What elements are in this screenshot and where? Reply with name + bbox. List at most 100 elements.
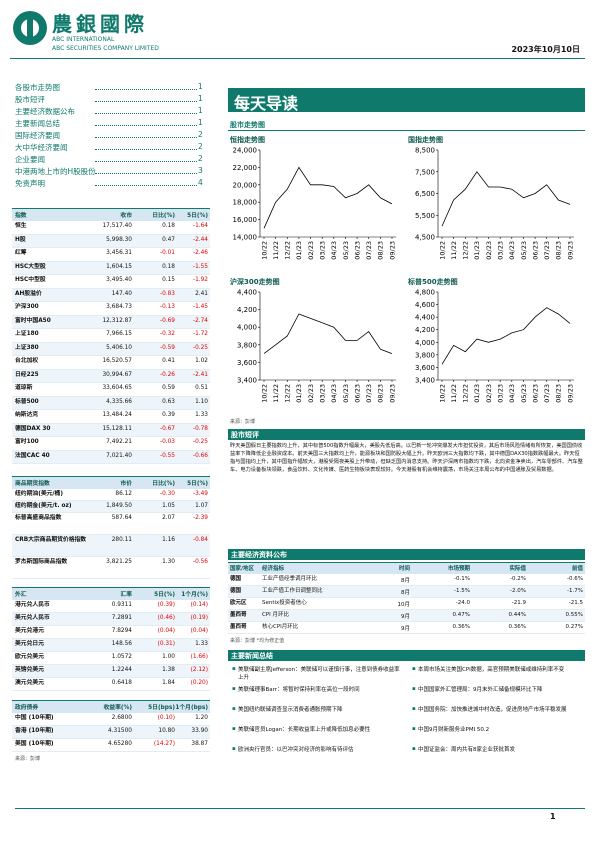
news-bullet: ▪ [412,726,416,732]
x-tick-label: 08/23 [377,241,385,260]
table-cell: -0.13 [160,304,175,310]
y-tick-label: 3,400 [237,377,257,385]
x-tick-label: 09/23 [566,384,574,403]
toc-title: 股市短评 [15,95,45,104]
table-cell: 3,684.73 [106,304,132,310]
table-row-bg [12,275,210,289]
table-cell: 0.51 [195,385,208,391]
news-item: 中国国家外汇管理局：9月末外汇储备规模环比下降 [418,687,543,693]
table-cell: 台北加权 [15,358,39,364]
x-tick-label: 04/23 [508,241,516,260]
index-line [441,307,571,365]
table-cell: 欧元兑美元 [15,654,44,660]
toc-page: 1 [198,82,203,91]
table-header-bg [12,700,210,713]
table-cell: 9月 [401,614,410,620]
table-cell: 1.20 [195,715,208,721]
toc-dots [95,149,197,150]
table-cell: 日经225 [15,371,39,378]
toc-page: 2 [198,154,203,163]
toc-dots [95,173,197,174]
table-cell: 美元兑日元 [15,641,44,647]
table-header: 1个月(%) [181,592,208,598]
table-cell: 1.38 [162,667,175,673]
table-cell: 道琼斯 [15,385,33,391]
x-tick-label: 01/23 [295,384,303,403]
x-tick-label: 02/23 [307,241,315,260]
table-cell: 13,484.24 [102,412,132,418]
table-cell: -2.46 [193,250,208,256]
table-header-bg [228,562,585,574]
table-header: 收市 [120,213,132,219]
table-cell: -2.0% [510,588,526,594]
table-header: 市价 [120,481,132,487]
x-tick-label: 05/23 [520,241,528,260]
table-cell: -2.44 [193,236,208,243]
table-row-bg [12,600,210,613]
source: 来源：彭博 *均为修正值 [230,638,285,644]
chart-title: 沪深300走势图 [230,277,280,286]
x-tick-label: 02/23 [307,384,315,403]
table-cell: 纽约期金(美元/t. oz) [15,503,72,509]
table-cell: 0.63 [162,398,175,405]
table-row-bg [12,501,210,513]
company-en: ABC INTERNATIONAL [52,36,115,43]
news-bullet: ▪ [232,746,236,752]
table-cell: 17,517.40 [102,223,132,229]
table-cell: -0.83 [160,290,175,297]
table-row-bg [12,639,210,652]
table-cell: 工业产值工作日调整同比 [262,588,323,594]
table-cell: -0.66 [193,452,208,459]
table-cell: -0.67 [160,425,175,432]
table-cell: 147.40 [111,290,132,297]
table-row-bg [12,678,210,691]
table-cell: 8月 [401,578,410,584]
toc-page: 3 [198,166,203,175]
toc-title: 国际经济要闻 [15,131,60,140]
x-tick-label: 01/23 [473,384,481,403]
y-tick-label: 4,400 [415,314,435,322]
table-cell: 33,604.65 [102,385,132,391]
x-tick-label: 12/22 [462,241,470,260]
table-cell: 德国DAX 30 [15,425,51,432]
x-tick-label: 07/23 [365,384,373,403]
table-cell: 2.6800 [111,715,132,721]
table-cell: 纳斯达克 [15,412,39,418]
x-tick-label: 03/23 [496,241,504,260]
page-number: 1 [550,812,556,821]
toc-page: 2 [198,130,203,139]
table-cell: Sentix投资者信心 [262,600,307,606]
x-tick-label: 06/23 [531,241,539,260]
table-cell: 1.33 [195,641,208,647]
table-header: 日比(%) [152,213,175,219]
table-header: 汇率 [120,592,132,598]
x-tick-label: 04/23 [508,384,516,403]
table-cell: -1.92 [193,277,208,283]
table-cell: (0.46) [157,615,175,621]
table-row-bg [12,513,210,535]
table-cell: 0.36% [452,624,470,630]
table-cell: -0.6% [567,576,583,582]
news-item: 中国9月财新服务业PMI 50.2 [418,727,490,733]
table-cell: (0.04) [190,628,208,634]
table-cell: (0.14) [190,602,208,608]
table-cell: -2.39 [193,515,208,521]
banner: 每天导读 [228,88,585,113]
toc-dots [95,185,197,186]
table-cell: 0.41 [162,358,175,364]
table-cell: 7.2891 [111,615,132,621]
news-item: 中国国务院：加快推进城中村改造，促进房地产市场平稳发展 [418,707,567,713]
table-cell: -1.5% [454,588,470,594]
table-cell: 2.07 [162,515,175,521]
table-row-bg [228,586,585,598]
table-cell: 7,492.21 [106,439,132,445]
table-cell: 0.27% [565,624,583,630]
table-cell: 1.00 [162,654,175,660]
x-tick-label: 02/23 [485,241,493,260]
x-tick-label: 03/23 [318,241,326,260]
index-line [441,171,571,227]
x-tick-label: 12/22 [284,384,292,403]
chart-title: 标普500走势图 [407,277,458,286]
table-cell: -0.26 [160,371,175,378]
table-cell: HSC大型股 [15,263,46,270]
